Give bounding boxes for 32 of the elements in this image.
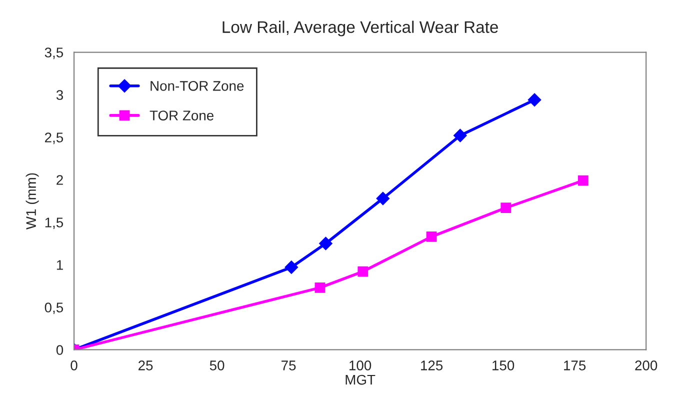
- x-tick-label: 75: [282, 360, 296, 370]
- y-tick-label: 0: [56, 345, 64, 355]
- chart-title: Low Rail, Average Vertical Wear Rate: [222, 20, 498, 36]
- point: [376, 192, 390, 206]
- legend-label: TOR Zone: [150, 110, 214, 120]
- point: [454, 128, 467, 142]
- x-tick-label: 175: [564, 360, 586, 370]
- y-axis-title: W1 (mm): [26, 173, 39, 230]
- y-tick-label: 1,5: [45, 218, 64, 230]
- point: [500, 202, 512, 214]
- x-tick-label: 200: [635, 360, 658, 370]
- y-tick-label: 0,5: [44, 302, 64, 314]
- y-tick-label: 2: [56, 175, 63, 185]
- point: [284, 260, 298, 274]
- x-tick-label: 150: [492, 360, 514, 370]
- y-tick-label: 2,5: [45, 132, 64, 144]
- legend-label: Non-TOR Zone: [150, 80, 244, 91]
- x-tick-label: 100: [350, 360, 372, 370]
- point: [528, 93, 542, 106]
- point: [319, 236, 332, 250]
- point: [578, 175, 588, 186]
- point: [358, 266, 368, 277]
- x-tick-label: 125: [421, 360, 443, 370]
- y-tick-label: 3,5: [44, 48, 64, 60]
- y-tick-label: 1: [56, 260, 63, 270]
- x-tick-label: 50: [210, 360, 224, 370]
- x-tick-label: 25: [138, 360, 153, 370]
- point: [314, 282, 326, 293]
- x-axis-title: MGT: [346, 374, 376, 385]
- y-tick-label: 3: [56, 90, 64, 100]
- x-tick-label: 0: [70, 360, 78, 370]
- point: [426, 231, 437, 242]
